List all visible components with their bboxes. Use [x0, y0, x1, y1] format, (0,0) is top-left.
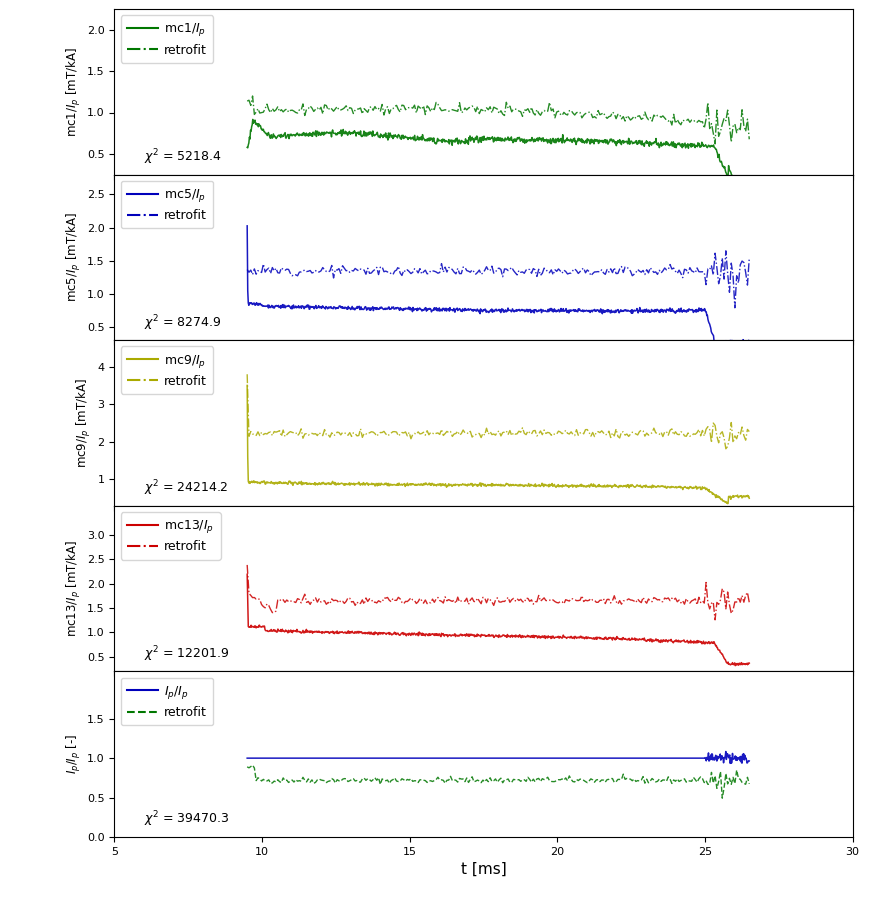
Text: $\chi^2$ = 12201.9: $\chi^2$ = 12201.9 [144, 644, 229, 664]
Y-axis label: mc1/$I_p$ [mT/kA]: mc1/$I_p$ [mT/kA] [65, 47, 83, 137]
Text: $\chi^2$ = 24214.2: $\chi^2$ = 24214.2 [144, 479, 228, 499]
Legend: mc1/$I_p$, retrofit: mc1/$I_p$, retrofit [120, 15, 213, 63]
Legend: mc5/$I_p$, retrofit: mc5/$I_p$, retrofit [120, 181, 213, 229]
Text: $\chi^2$ = 5218.4: $\chi^2$ = 5218.4 [144, 148, 221, 167]
Y-axis label: mc13/$I_p$ [mT/kA]: mc13/$I_p$ [mT/kA] [65, 540, 83, 637]
Legend: $I_p$/$I_p$, retrofit: $I_p$/$I_p$, retrofit [120, 678, 213, 725]
Legend: mc9/$I_p$, retrofit: mc9/$I_p$, retrofit [120, 346, 213, 394]
X-axis label: t [ms]: t [ms] [460, 862, 506, 878]
Text: $\chi^2$ = 39470.3: $\chi^2$ = 39470.3 [144, 810, 229, 830]
Y-axis label: mc5/$I_p$ [mT/kA]: mc5/$I_p$ [mT/kA] [65, 212, 83, 302]
Text: $\chi^2$ = 8274.9: $\chi^2$ = 8274.9 [144, 313, 221, 333]
Y-axis label: mc9/$I_p$ [mT/kA]: mc9/$I_p$ [mT/kA] [76, 378, 93, 468]
Legend: mc13/$I_p$, retrofit: mc13/$I_p$, retrofit [120, 512, 220, 560]
Y-axis label: $I_p$/$I_p$ [-]: $I_p$/$I_p$ [-] [65, 734, 83, 774]
